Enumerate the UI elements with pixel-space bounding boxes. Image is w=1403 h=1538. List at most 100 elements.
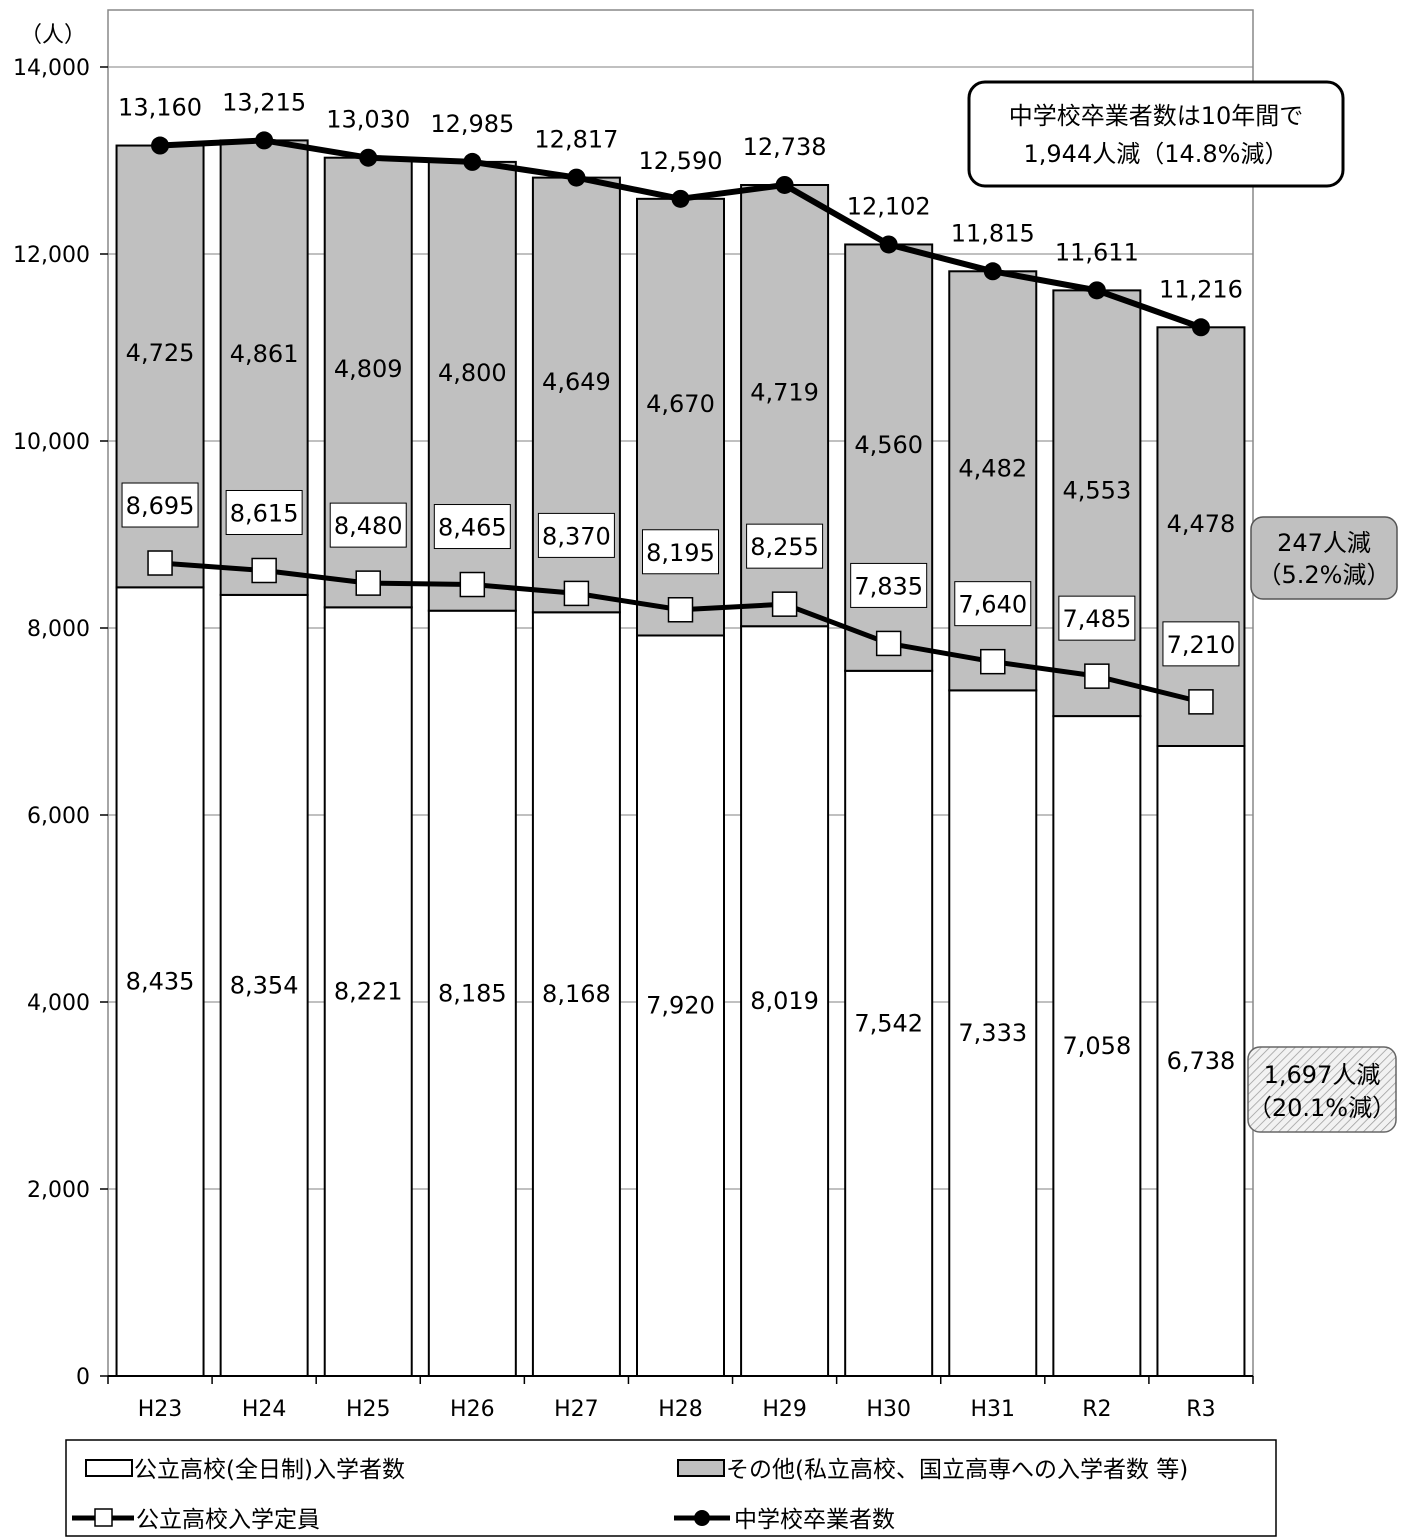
graduates-circle-marker bbox=[775, 175, 794, 194]
label-capacity: 7,485 bbox=[1063, 605, 1132, 633]
label-graduates: 13,160 bbox=[118, 94, 202, 122]
other-decrease-note: 247人減 （5.2%減） bbox=[1250, 516, 1398, 600]
x-axis: H23 H24 H25 H26 H27 H28 H29 H30 H31 R2 R3 bbox=[107, 1375, 1254, 1422]
label-graduates: 11,611 bbox=[1055, 238, 1139, 266]
y-tick-label: 14,000 bbox=[13, 56, 90, 81]
legend-frame bbox=[65, 1439, 1277, 1537]
label-public-enrollment: 8,435 bbox=[126, 968, 195, 996]
label-graduates: 13,030 bbox=[326, 106, 410, 134]
label-graduates: 12,738 bbox=[743, 133, 827, 161]
label-other: 4,560 bbox=[854, 431, 923, 459]
legend-item-public-enrollment: 公立高校(全日制)入学者数 bbox=[85, 1457, 405, 1483]
bar-public-enrollment bbox=[1052, 715, 1142, 1377]
capacity-square-marker bbox=[147, 550, 173, 576]
label-other: 4,809 bbox=[334, 355, 403, 383]
label-capacity: 8,480 bbox=[334, 512, 403, 540]
other-note-box bbox=[1250, 516, 1398, 600]
capacity-square-marker bbox=[1084, 663, 1110, 689]
capacity-square-marker bbox=[1188, 689, 1214, 715]
label-public-enrollment: 8,019 bbox=[750, 987, 819, 1015]
label-capacity: 8,195 bbox=[646, 539, 715, 567]
y-tick-label: 10,000 bbox=[13, 430, 90, 455]
label-graduates: 11,216 bbox=[1159, 275, 1243, 303]
capacity-square-marker bbox=[251, 557, 277, 584]
x-tick-label: H28 bbox=[658, 1397, 703, 1422]
legend-circle-marker-icon bbox=[694, 1510, 710, 1526]
legend-label-graduates: 中学校卒業者数 bbox=[734, 1507, 895, 1533]
label-public-enrollment: 6,738 bbox=[1167, 1047, 1236, 1075]
label-other: 4,553 bbox=[1063, 476, 1132, 504]
graduates-note-box bbox=[967, 80, 1345, 188]
label-capacity-box bbox=[746, 523, 824, 569]
label-public-enrollment: 8,221 bbox=[334, 978, 403, 1006]
label-public-enrollment: 8,354 bbox=[230, 971, 299, 999]
y-tick-label: 6,000 bbox=[27, 804, 90, 829]
capacity-square-marker bbox=[875, 630, 902, 657]
label-capacity-box bbox=[225, 489, 303, 535]
y-tick-label: 12,000 bbox=[13, 243, 90, 268]
label-capacity: 7,640 bbox=[958, 591, 1027, 619]
graduates-decrease-note: 中学校卒業者数は10年間で 1,944人減（14.8%減） bbox=[967, 80, 1345, 188]
label-public-enrollment: 7,920 bbox=[646, 992, 715, 1020]
graduates-circle-marker bbox=[1191, 318, 1210, 337]
graduates-circle-marker bbox=[255, 131, 274, 150]
label-capacity: 8,370 bbox=[542, 522, 611, 550]
capacity-square-marker bbox=[355, 570, 381, 596]
label-public-enrollment: 8,185 bbox=[438, 979, 507, 1007]
bar-public-enrollment bbox=[1156, 744, 1246, 1377]
label-capacity-box bbox=[954, 581, 1032, 627]
graduates-circle-marker bbox=[567, 168, 586, 187]
label-graduates: 13,215 bbox=[222, 88, 306, 116]
label-capacity: 8,615 bbox=[230, 499, 299, 527]
legend-label-public-enrollment: 公立高校(全日制)入学者数 bbox=[134, 1457, 405, 1483]
label-capacity-box bbox=[642, 529, 719, 575]
x-tick-label: H25 bbox=[346, 1397, 391, 1422]
y-axis-unit-label: （人） bbox=[20, 23, 86, 48]
graduates-note-line2: 1,944人減（14.8%減） bbox=[1024, 140, 1289, 168]
y-tick-label: 4,000 bbox=[27, 991, 90, 1016]
label-other: 4,670 bbox=[646, 390, 715, 418]
public-note-line1: 1,697人減 bbox=[1264, 1061, 1381, 1089]
label-capacity: 7,210 bbox=[1167, 631, 1236, 659]
label-other: 4,725 bbox=[126, 339, 195, 367]
capacity-square-marker bbox=[563, 580, 590, 607]
capacity-square-marker bbox=[459, 571, 486, 598]
label-graduates: 12,102 bbox=[847, 192, 931, 220]
label-capacity: 7,835 bbox=[854, 572, 923, 600]
x-tick-label: R3 bbox=[1186, 1397, 1215, 1422]
label-capacity: 8,255 bbox=[750, 533, 819, 561]
legend-item-other: その他(私立高校、国立高専への入学者数 等) bbox=[677, 1457, 1188, 1483]
bar-public-enrollment bbox=[636, 634, 725, 1377]
label-capacity-box bbox=[121, 482, 199, 528]
public-note-box bbox=[1247, 1046, 1397, 1133]
legend-swatch-public-enrollment bbox=[85, 1459, 133, 1477]
label-public-enrollment: 8,168 bbox=[542, 980, 611, 1008]
label-public-enrollment: 7,058 bbox=[1063, 1032, 1132, 1060]
label-capacity: 8,465 bbox=[438, 514, 507, 542]
graduates-circle-marker bbox=[983, 262, 1002, 281]
label-graduates: 12,817 bbox=[534, 126, 618, 154]
x-tick-label: H26 bbox=[450, 1397, 495, 1422]
label-capacity-box bbox=[329, 502, 407, 548]
data-labels: 8,435 4,725 8,354 4,861 8,221 4,809 8,185 4,800… bbox=[118, 88, 1243, 1075]
label-other: 4,719 bbox=[750, 378, 819, 406]
bar-other bbox=[1156, 326, 1246, 747]
legend-swatch-other bbox=[677, 1459, 725, 1477]
y-tick-label: 0 bbox=[76, 1365, 90, 1390]
bar-other bbox=[1052, 289, 1142, 718]
y-axis-ticks: 0 2,000 4,000 6,000 8,000 10,000 12,000 14,000 bbox=[13, 56, 108, 1390]
legend-item-graduates: 中学校卒業者数 bbox=[674, 1507, 895, 1533]
legend-item-capacity: 公立高校入学定員 bbox=[72, 1507, 320, 1533]
legend-label-other: その他(私立高校、国立高専への入学者数 等) bbox=[726, 1457, 1188, 1483]
graduates-note-line1: 中学校卒業者数は10年間で bbox=[1009, 102, 1304, 130]
label-capacity-box bbox=[1058, 595, 1136, 641]
x-tick-label: R2 bbox=[1082, 1397, 1111, 1422]
label-public-enrollment: 7,542 bbox=[854, 1009, 923, 1037]
label-capacity: 8,695 bbox=[126, 492, 195, 520]
x-tick-label: H31 bbox=[970, 1397, 1015, 1422]
other-note-line1: 247人減 bbox=[1277, 529, 1371, 557]
label-other: 4,800 bbox=[438, 359, 507, 387]
graduates-circle-marker bbox=[879, 235, 898, 254]
public-note-line2: （20.1%減） bbox=[1248, 1094, 1396, 1122]
